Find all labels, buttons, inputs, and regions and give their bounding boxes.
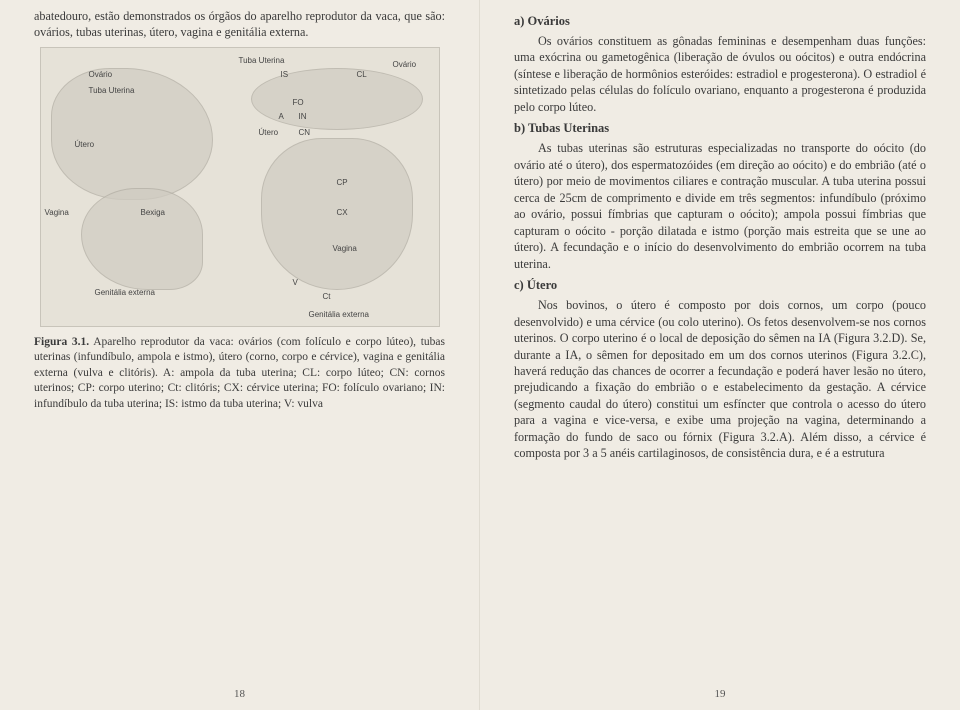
page-number-right: 19: [480, 688, 960, 700]
fig-label-cn: CN: [299, 128, 311, 137]
section-c-body: Nos bovinos, o útero é composto por dois…: [514, 297, 926, 462]
fig-label-ovario2: Ovário: [393, 60, 417, 69]
fig-label-tuba1: Tuba Uterina: [89, 86, 135, 95]
page-right: a) Ovários Os ovários constituem as gôna…: [480, 0, 960, 710]
fig-label-tuba2: Tuba Uterina: [239, 56, 285, 65]
fig-label-is: IS: [281, 70, 289, 79]
intro-text: abatedouro, estão demonstrados os órgãos…: [34, 8, 445, 41]
fig-label-ovario1: Ovário: [89, 70, 113, 79]
figure-caption: Figura 3.1. Aparelho reprodutor da vaca:…: [34, 335, 445, 413]
section-a-head: a) Ovários: [514, 14, 926, 29]
page-left: abatedouro, estão demonstrados os órgãos…: [0, 0, 480, 710]
fig-label-utero2: Útero: [259, 128, 279, 137]
page-number-left: 18: [0, 688, 479, 700]
section-b-body: As tubas uterinas são estruturas especia…: [514, 140, 926, 272]
fig-label-genext1: Genitália externa: [95, 288, 155, 297]
fig-label-bexiga: Bexiga: [141, 208, 165, 217]
fig-label-fo: FO: [293, 98, 304, 107]
section-c-head: c) Útero: [514, 278, 926, 293]
fig-label-utero1: Útero: [75, 140, 95, 149]
fig-label-v: V: [293, 278, 298, 287]
fig-label-a: A: [279, 112, 284, 121]
fig-label-in: IN: [299, 112, 307, 121]
caption-body: Aparelho reprodutor da vaca: ovários (co…: [34, 336, 445, 410]
fig-label-vagina2: Vagina: [333, 244, 357, 253]
section-a-body: Os ovários constituem as gônadas feminin…: [514, 33, 926, 115]
fig-label-cx: CX: [337, 208, 348, 217]
figure-3-1: Ovário Tuba Uterina Útero Vagina Bexiga …: [40, 47, 440, 327]
fig-label-cp: CP: [337, 178, 348, 187]
fig-label-ct: Ct: [323, 292, 331, 301]
caption-lead: Figura 3.1.: [34, 336, 89, 348]
fig-label-vagina: Vagina: [45, 208, 69, 217]
fig-label-cl: CL: [357, 70, 367, 79]
fig-label-genext2: Genitália externa: [309, 310, 369, 319]
section-b-head: b) Tubas Uterinas: [514, 121, 926, 136]
